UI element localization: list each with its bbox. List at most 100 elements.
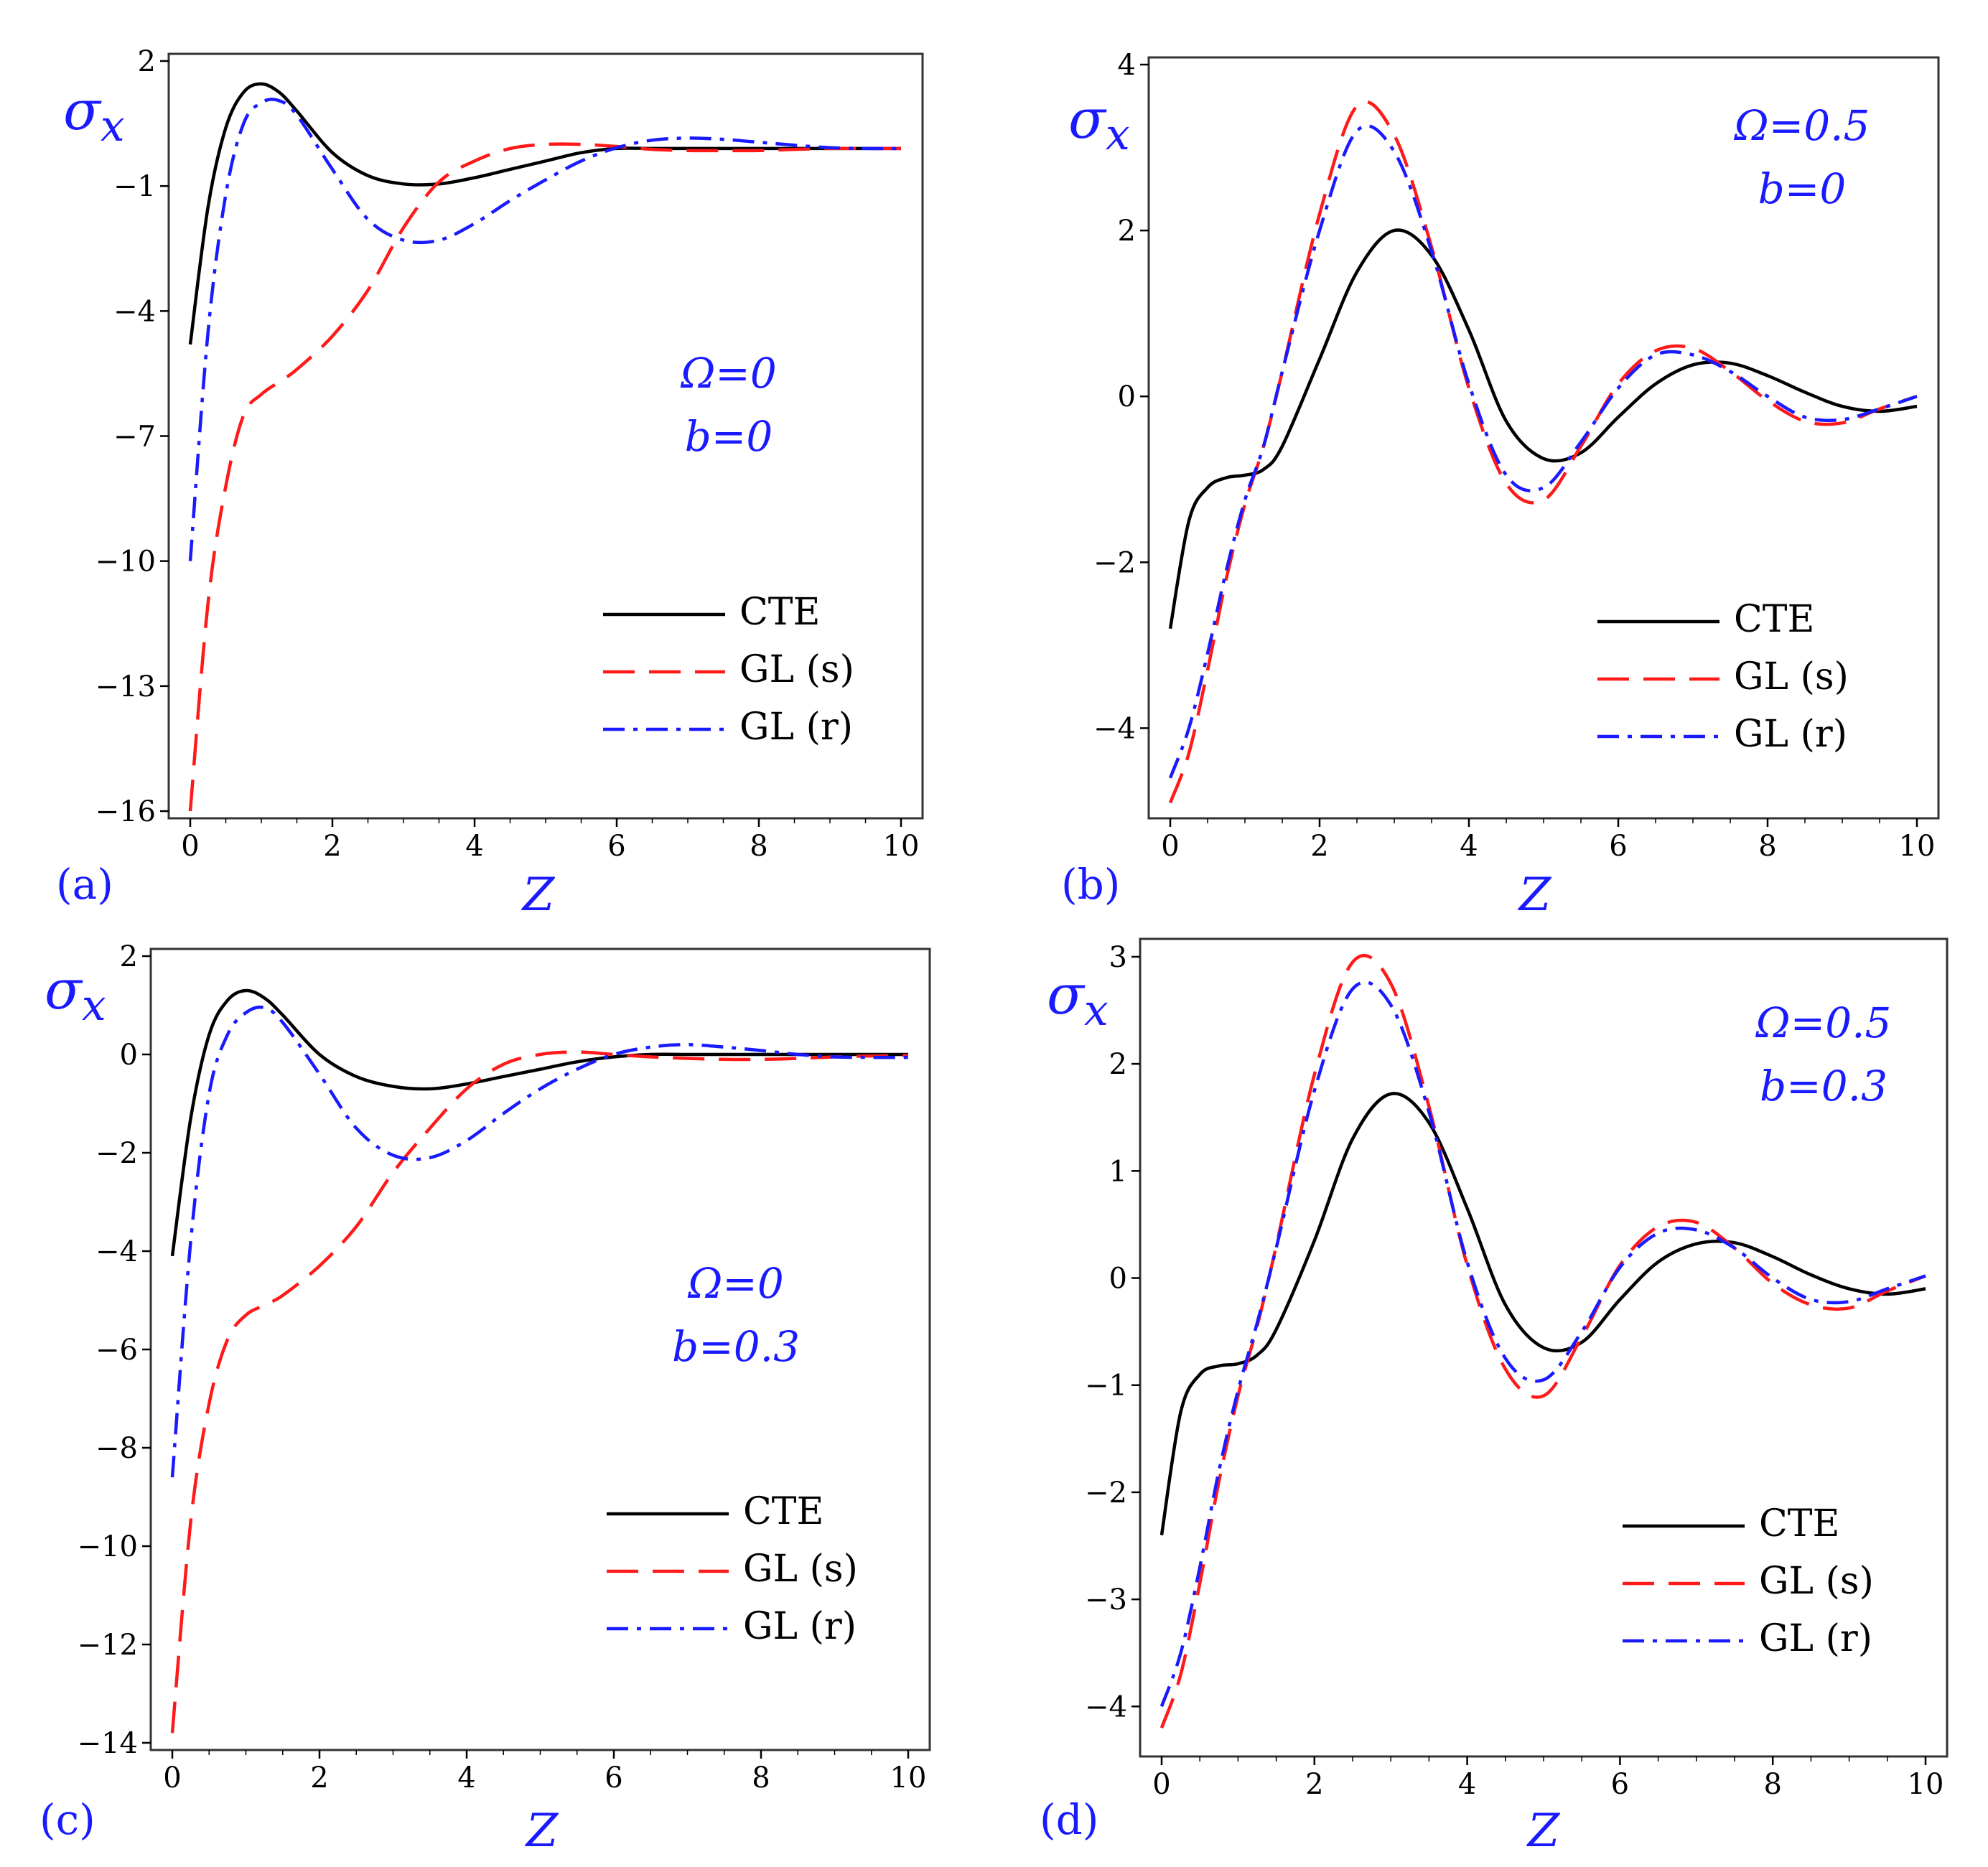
- y-axis-label: σx: [63, 78, 125, 151]
- y-tick-label: −13: [95, 670, 156, 703]
- panel-c: 0 2 4 6 8 10 2 0 −2 −4 −6 −8 −10 −12 −14 σx Z (c) Ω=0 b=0.3…: [39, 940, 931, 1858]
- panel-label: (d): [1040, 1795, 1098, 1844]
- legend-label: GL (r): [743, 1605, 857, 1648]
- y-tick-label: 3: [1109, 941, 1127, 974]
- x-tick-label: 4: [465, 830, 483, 863]
- y-tick-label: −3: [1085, 1583, 1127, 1616]
- panel-label: (b): [1061, 860, 1120, 909]
- x-tick-label: 10: [1908, 1768, 1944, 1801]
- y-tick-label: −8: [95, 1432, 138, 1465]
- annotation-omega: Ω=0.5: [1734, 101, 1870, 150]
- y-tick-label: 0: [1118, 380, 1136, 413]
- legend-label: GL (s): [1759, 1560, 1874, 1603]
- legend-label: GL (s): [1734, 655, 1849, 698]
- x-tick-label: 10: [890, 1761, 927, 1795]
- x-tick-label: 6: [605, 1761, 622, 1795]
- x-tick-label: 6: [1611, 1768, 1629, 1801]
- x-tick-label: 10: [1899, 830, 1936, 863]
- x-tick-label: 2: [310, 1761, 328, 1795]
- y-tick-label: 4: [1118, 49, 1136, 82]
- y-axis-label: σx: [1068, 87, 1130, 160]
- x-tick-label: 2: [1310, 830, 1328, 863]
- legend-label: CTE: [1759, 1502, 1839, 1545]
- x-tick-label: 2: [1305, 1768, 1323, 1801]
- panel-label: (a): [56, 860, 113, 909]
- series-line-glr: [170, 1005, 909, 1478]
- y-axis-label: σx: [45, 958, 106, 1031]
- y-tick-label: −4: [1093, 712, 1136, 745]
- legend-label: CTE: [743, 1490, 823, 1533]
- series-line-gls: [170, 1050, 909, 1733]
- y-tick-label: 1: [1109, 1155, 1127, 1188]
- y-tick-label: 0: [1109, 1263, 1127, 1296]
- legend-label: GL (s): [743, 1548, 858, 1591]
- x-tick-label: 4: [457, 1761, 475, 1795]
- x-tick-label: 0: [163, 1761, 181, 1795]
- series-line-gls: [188, 142, 901, 812]
- annotation-omega: Ω=0.5: [1755, 998, 1892, 1047]
- panel-b: 0 2 4 6 8 10 4 2 0 −2 −4 σx Z (b) Ω=0.5 b=0 CTE GL (s) GL …: [1061, 49, 1940, 922]
- y-tick-label: −6: [95, 1334, 138, 1367]
- x-tick-label: 2: [323, 830, 341, 863]
- x-axis-label: Z: [1518, 869, 1552, 922]
- x-tick-label: 8: [1758, 830, 1776, 863]
- legend-label: GL (r): [739, 706, 853, 749]
- y-tick-label: −4: [95, 1235, 138, 1268]
- y-tick-label: −1: [1085, 1370, 1127, 1403]
- legend-label: GL (r): [1759, 1617, 1872, 1660]
- series-line-glr: [188, 98, 902, 561]
- series-line-cte: [170, 988, 908, 1257]
- x-axis-label: Z: [521, 869, 556, 922]
- y-tick-label: −2: [95, 1137, 138, 1170]
- panel-label: (c): [39, 1795, 95, 1844]
- x-tick-label: 10: [883, 830, 920, 863]
- y-tick-label: 2: [120, 940, 138, 973]
- annotation-b: b=0.3: [1760, 1062, 1887, 1110]
- x-tick-label: 4: [1458, 1768, 1476, 1801]
- panel-a: 0 2 4 6 8 10 2 −1 −4 −7 −10 −13 −16 σx Z (a) Ω=0 b=0 CTE GL…: [56, 45, 924, 922]
- legend-label: CTE: [739, 591, 820, 634]
- y-tick-label: −14: [78, 1727, 138, 1760]
- series-line-cte: [188, 82, 901, 345]
- y-tick-label: 2: [138, 45, 156, 78]
- y-tick-label: −2: [1085, 1477, 1127, 1510]
- annotation-omega: Ω=0: [680, 349, 777, 398]
- y-tick-label: −12: [78, 1629, 138, 1662]
- series-line-glr: [1168, 124, 1918, 779]
- annotation-b: b=0: [1758, 164, 1847, 213]
- annotation-b: b=0: [685, 412, 773, 461]
- series-line-cte: [1159, 1092, 1926, 1535]
- x-tick-label: 6: [607, 830, 625, 863]
- legend-label: GL (r): [1734, 713, 1847, 756]
- x-tick-label: 8: [750, 830, 767, 863]
- x-tick-label: 0: [181, 830, 199, 863]
- legend-label: CTE: [1734, 598, 1814, 641]
- y-axis-label: σx: [1047, 963, 1109, 1036]
- y-tick-label: −4: [1085, 1690, 1127, 1723]
- y-tick-label: 0: [120, 1039, 138, 1072]
- y-tick-label: 2: [1109, 1048, 1127, 1081]
- y-tick-label: −1: [113, 170, 156, 203]
- x-tick-label: 4: [1460, 830, 1478, 863]
- y-tick-label: −10: [95, 546, 156, 579]
- series-line-cte: [1168, 228, 1918, 630]
- y-tick-label: −4: [113, 295, 156, 328]
- legend-label: GL (s): [739, 648, 854, 691]
- panel-d: 0 2 4 6 8 103210−1−2−3−4σxZ(d)Ω=0.5b=0.3CTEGL…: [1040, 937, 1949, 1858]
- y-tick-label: −10: [78, 1530, 138, 1563]
- x-axis-label: Z: [1526, 1805, 1561, 1858]
- series-line-glr: [1159, 981, 1926, 1708]
- x-tick-label: 8: [752, 1761, 770, 1795]
- annotation-omega: Ω=0: [687, 1259, 784, 1308]
- x-tick-label: 0: [1161, 830, 1179, 863]
- y-tick-label: −2: [1093, 546, 1136, 579]
- y-tick-label: −7: [113, 421, 156, 454]
- y-tick-label: 2: [1118, 215, 1136, 248]
- annotation-b: b=0.3: [672, 1322, 800, 1371]
- x-axis-label: Z: [525, 1805, 559, 1858]
- x-tick-label: 8: [1763, 1768, 1781, 1801]
- x-tick-label: 6: [1609, 830, 1627, 863]
- y-tick-label: −16: [95, 795, 156, 828]
- x-tick-label: 0: [1152, 1768, 1170, 1801]
